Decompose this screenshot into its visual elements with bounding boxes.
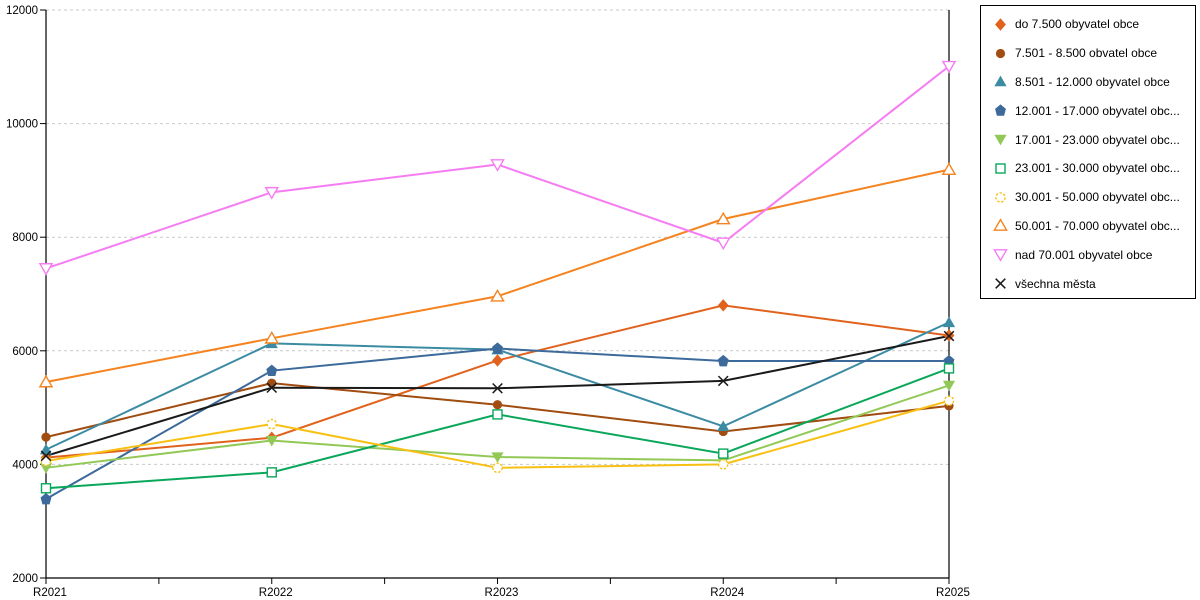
y-tick-label: 6000 xyxy=(12,346,38,358)
triangle-down-marker-icon xyxy=(994,134,1007,146)
x-tick-label: R2024 xyxy=(710,587,744,599)
triangle-up-marker-icon xyxy=(993,218,1008,232)
legend-item[interactable]: 12.001 - 17.000 obyvatel obc... xyxy=(993,96,1191,125)
triangle-down-marker-icon xyxy=(993,249,1008,263)
legend-item[interactable]: 8.501 - 12.000 obyvatel obce xyxy=(993,68,1191,97)
legend-circle-icon xyxy=(995,48,1006,58)
triangle-down-marker-icon xyxy=(942,380,956,392)
legend-item[interactable]: nad 70.001 obyvatel obce xyxy=(993,240,1191,269)
circle-marker-icon xyxy=(267,378,277,388)
triangle-up-marker-icon xyxy=(942,316,956,328)
legend-item-label: nad 70.001 obyvatel obce xyxy=(1015,247,1153,262)
legend-triangle-down-icon xyxy=(993,249,1008,263)
legend-item-label: 8.501 - 12.000 obyvatel obce xyxy=(1015,74,1170,89)
y-tick-label: 4000 xyxy=(12,459,38,471)
legend-item[interactable]: 30.001 - 50.000 obyvatel obc... xyxy=(993,183,1191,212)
chart-legend: do 7.500 obyvatel obce 7.501 - 8.500 obva… xyxy=(980,5,1196,299)
triangle-up-marker-icon xyxy=(941,162,957,176)
legend-item[interactable]: 23.001 - 30.000 obyvatel obc... xyxy=(993,154,1191,183)
legend-item-label: 7.501 - 8.500 obvatel obce xyxy=(1015,46,1158,61)
x-tick-label: R2021 xyxy=(33,587,67,599)
triangle-down-marker-icon xyxy=(491,452,504,463)
series-line-3 xyxy=(45,347,949,500)
legend-diamond-icon xyxy=(995,18,1006,31)
legend-pentagon-icon xyxy=(995,104,1006,117)
x-marker-icon xyxy=(492,382,503,394)
circle-marker-icon xyxy=(995,48,1006,58)
pentagon-marker-icon xyxy=(266,364,278,376)
triangle-up-marker-icon xyxy=(490,288,505,302)
x-marker-icon xyxy=(266,382,278,394)
circle-marker-icon xyxy=(717,459,729,470)
y-tick-label: 12000 xyxy=(6,5,38,17)
diamond-marker-icon xyxy=(995,18,1006,31)
y-tick-label: 10000 xyxy=(6,119,38,131)
legend-item[interactable]: 17.001 - 23.000 obyvatel obc... xyxy=(993,125,1191,154)
triangle-up-marker-icon xyxy=(38,374,54,388)
legend-item[interactable]: všechna města xyxy=(993,269,1191,298)
series-line-0 xyxy=(45,304,950,459)
triangle-up-marker-icon xyxy=(264,331,280,344)
legend-item-label: všechna města xyxy=(1015,276,1096,291)
circle-marker-icon xyxy=(492,462,503,474)
legend-item[interactable]: 7.501 - 8.500 obvatel obce xyxy=(993,39,1191,68)
legend-item-label: 12.001 - 17.000 obyvatel obc... xyxy=(1015,103,1180,118)
legend-item-label: 17.001 - 23.000 obyvatel obc... xyxy=(1015,132,1180,147)
triangle-up-marker-icon xyxy=(39,443,53,455)
y-tick-label: 8000 xyxy=(12,232,38,244)
square-marker-icon xyxy=(718,448,729,459)
legend-circle-icon xyxy=(995,191,1006,203)
x-marker-icon xyxy=(717,375,729,387)
legend-item-label: 50.001 - 70.000 obyvatel obc... xyxy=(1015,218,1180,233)
circle-marker-icon xyxy=(492,400,503,410)
pentagon-marker-icon xyxy=(995,104,1006,117)
square-marker-icon xyxy=(40,483,52,494)
square-marker-icon xyxy=(943,363,955,374)
pentagon-marker-icon xyxy=(492,342,503,354)
pentagon-marker-icon xyxy=(717,354,729,367)
triangle-down-marker-icon xyxy=(490,159,505,172)
pentagon-marker-icon xyxy=(40,492,52,505)
triangle-down-marker-icon xyxy=(265,435,278,447)
diamond-marker-icon xyxy=(717,299,729,312)
x-tick-label: R2025 xyxy=(936,587,970,599)
y-tick-label: 2000 xyxy=(12,573,38,585)
legend-item-label: 30.001 - 50.000 obyvatel obc... xyxy=(1015,190,1180,205)
legend-triangle-up-icon xyxy=(993,218,1008,232)
triangle-up-marker-icon xyxy=(994,76,1007,87)
x-marker-icon xyxy=(995,278,1006,289)
triangle-up-marker-icon xyxy=(717,420,730,432)
legend-item-label: 23.001 - 30.000 obyvatel obc... xyxy=(1015,161,1180,176)
legend-item[interactable]: 50.001 - 70.000 obyvatel obc... xyxy=(993,212,1191,241)
x-tick-label: R2022 xyxy=(259,587,293,599)
triangle-down-marker-icon xyxy=(941,60,957,74)
circle-marker-icon xyxy=(995,191,1006,203)
triangle-down-marker-icon xyxy=(38,263,54,276)
x-marker-icon xyxy=(40,450,52,462)
circle-marker-icon xyxy=(40,455,52,467)
x-tick-label: R2023 xyxy=(485,587,519,599)
x-marker-icon xyxy=(943,330,955,342)
legend-triangle-down-icon xyxy=(994,134,1007,146)
triangle-down-marker-icon xyxy=(39,463,53,474)
diamond-marker-icon xyxy=(492,354,503,367)
circle-marker-icon xyxy=(943,395,955,407)
square-marker-icon xyxy=(995,163,1006,174)
legend-square-icon xyxy=(995,163,1006,174)
legend-item[interactable]: do 7.500 obyvatel obce xyxy=(993,10,1191,39)
circle-marker-icon xyxy=(266,418,278,430)
triangle-down-marker-icon xyxy=(264,186,280,200)
legend-item-label: do 7.500 obyvatel obce xyxy=(1015,17,1140,32)
triangle-down-marker-icon xyxy=(715,237,731,251)
circle-marker-icon xyxy=(41,432,51,442)
triangle-up-marker-icon xyxy=(715,211,731,225)
legend-triangle-up-icon xyxy=(994,76,1007,87)
legend-x-icon xyxy=(995,278,1006,289)
square-marker-icon xyxy=(266,467,277,478)
square-marker-icon xyxy=(492,409,503,420)
